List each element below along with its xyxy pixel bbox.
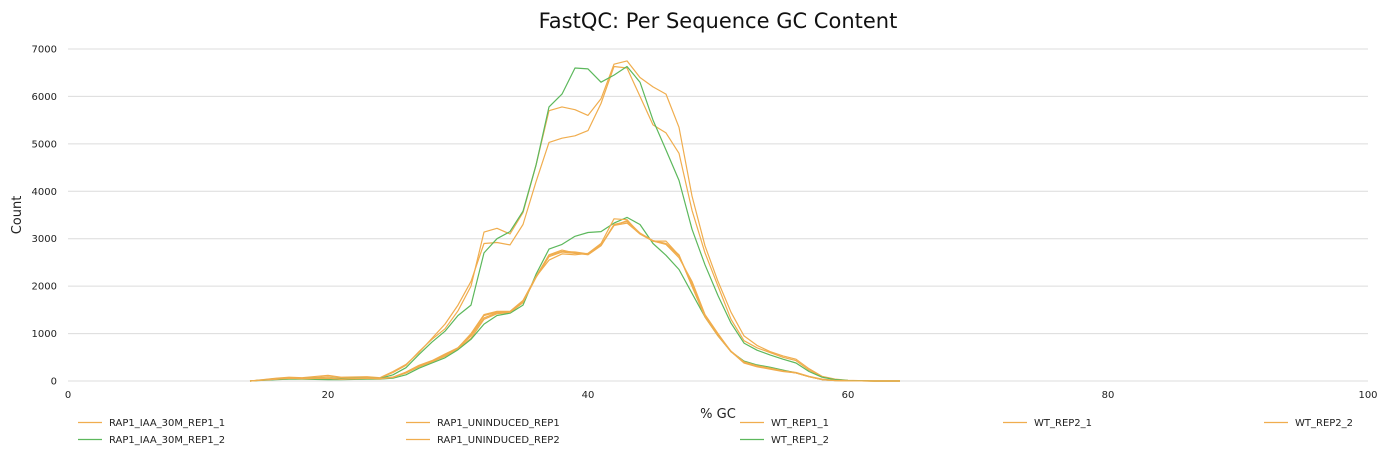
series-lines: [249, 60, 900, 382]
x-tick-label: 0: [65, 390, 71, 401]
series-line-rap1-uninduced-rep2: [249, 218, 900, 382]
y-tick-label: 2000: [32, 282, 57, 293]
chart-title: FastQC: Per Sequence GC Content: [539, 9, 898, 33]
x-axis-ticks: 0 20 40 60 80 100: [65, 390, 1378, 401]
legend-item[interactable]: RAP1_UNINDUCED_REP1: [406, 418, 560, 429]
legend-label: WT_REP1_1: [771, 418, 829, 429]
y-tick-label: 7000: [32, 45, 57, 56]
y-tick-label: 5000: [32, 139, 57, 150]
y-tick-label: 6000: [32, 92, 57, 103]
y-axis-ticks: 0 1000 2000 3000 4000 5000 6000 7000: [32, 45, 57, 388]
legend-label: WT_REP2_2: [1295, 418, 1353, 429]
y-tick-label: 3000: [32, 234, 57, 245]
legend-item[interactable]: WT_REP1_2: [740, 435, 829, 446]
gridlines: [68, 48, 1368, 382]
x-tick-label: 20: [322, 390, 335, 401]
legend-item[interactable]: RAP1_IAA_30M_REP1_2: [78, 435, 225, 446]
legend-item[interactable]: WT_REP2_2: [1264, 418, 1353, 429]
legend-label: WT_REP1_2: [771, 435, 829, 446]
x-tick-label: 40: [582, 390, 595, 401]
series-line-wt-rep2-2: [249, 221, 900, 382]
x-tick-label: 100: [1358, 390, 1377, 401]
x-tick-label: 60: [842, 390, 855, 401]
series-line-rap1-iaa-30m-rep1-1: [249, 222, 900, 382]
legend-item[interactable]: RAP1_IAA_30M_REP1_1: [78, 418, 225, 429]
legend-item[interactable]: RAP1_UNINDUCED_REP2: [406, 435, 560, 446]
series-line-wt-rep2-1: [249, 220, 900, 382]
legend-label: WT_REP2_1: [1034, 418, 1092, 429]
y-tick-label: 1000: [32, 329, 57, 340]
y-axis-label: Count: [10, 196, 25, 235]
y-tick-label: 0: [51, 377, 57, 388]
legend-label: RAP1_IAA_30M_REP1_1: [109, 418, 225, 429]
series-line-wt-rep1-2: [249, 65, 900, 382]
x-axis-label: % GC: [700, 407, 736, 422]
series-line-rap1-uninduced-rep1: [249, 65, 900, 382]
legend-item[interactable]: WT_REP2_1: [1003, 418, 1092, 429]
x-tick-label: 80: [1102, 390, 1115, 401]
series-line-wt-rep1-1: [249, 60, 900, 382]
legend: RAP1_IAA_30M_REP1_1 RAP1_IAA_30M_REP1_2 RA…: [78, 418, 1353, 446]
legend-label: RAP1_IAA_30M_REP1_2: [109, 435, 225, 446]
series-line-rap1-iaa-30m-rep1-2: [249, 216, 900, 382]
legend-item[interactable]: WT_REP1_1: [740, 418, 829, 429]
legend-label: RAP1_UNINDUCED_REP1: [437, 418, 560, 429]
legend-label: RAP1_UNINDUCED_REP2: [437, 435, 560, 446]
y-tick-label: 4000: [32, 187, 57, 198]
